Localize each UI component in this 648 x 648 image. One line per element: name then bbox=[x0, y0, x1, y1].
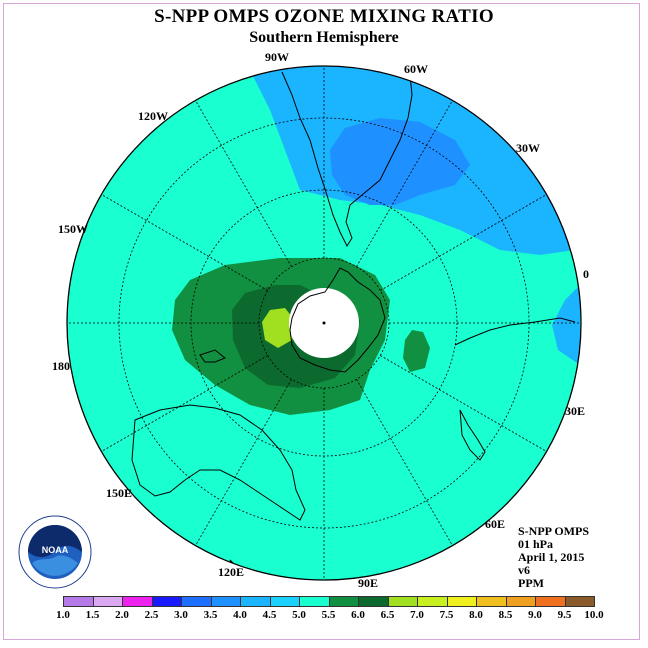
meridian-line bbox=[356, 100, 453, 267]
colorbar-tick-label: 7.5 bbox=[439, 609, 454, 621]
meridian-line bbox=[195, 100, 292, 267]
noaa-logo: NOAA bbox=[18, 515, 92, 589]
lon-label-90e: 90E bbox=[358, 576, 379, 590]
lon-label-180: 180 bbox=[52, 359, 70, 373]
meridian-line bbox=[101, 355, 268, 452]
colorbar-tick-label: 4.0 bbox=[233, 609, 247, 621]
colorbar-tick-label: 5.5 bbox=[321, 609, 336, 621]
colorbar-tick-labels: 1.0 1.5 2.0 2.5 3.0 3.5 4.0 4.5 5.0 5.5 6.0 6.5 7.0 7… bbox=[48, 609, 604, 623]
colorbar-segment bbox=[240, 596, 271, 607]
map-title: S-NPP OMPS OZONE MIXING RATIO bbox=[154, 6, 494, 27]
lon-label-30e: 30E bbox=[565, 404, 586, 418]
colorbar-tick-label: 6.5 bbox=[380, 609, 395, 621]
ozone-region-blue bbox=[330, 118, 470, 205]
info-instrument: S-NPP OMPS bbox=[518, 524, 589, 538]
longitude-gridlines bbox=[67, 66, 581, 580]
colorbar-tick-label: 10.0 bbox=[584, 609, 604, 621]
colorbar-tick-label: 3.0 bbox=[174, 609, 188, 621]
colorbar-tick-label: 9.5 bbox=[557, 609, 572, 621]
meridian-line bbox=[380, 355, 547, 452]
meridian-line bbox=[195, 379, 292, 546]
colorbar-segment bbox=[476, 596, 507, 607]
colorbar-segment bbox=[269, 596, 300, 607]
colorbar-tick-label: 1.0 bbox=[56, 609, 70, 621]
colorbar-tick-label: 7.0 bbox=[410, 609, 424, 621]
lon-label-90w: 90W bbox=[265, 50, 289, 64]
colorbar-segment bbox=[299, 596, 330, 607]
colorbar-tick-label: 1.5 bbox=[85, 609, 100, 621]
colorbar-tick-label: 8.0 bbox=[469, 609, 483, 621]
lon-label-0: 0 bbox=[583, 267, 589, 281]
colorbar-segment bbox=[358, 596, 389, 607]
colorbar-segment bbox=[417, 596, 448, 607]
svg-text:NOAA: NOAA bbox=[42, 545, 69, 555]
ozone-region-light-blue-east bbox=[552, 285, 580, 365]
meridian-line bbox=[356, 379, 453, 546]
colorbar-segment bbox=[92, 596, 123, 607]
colorbar-segment bbox=[564, 596, 595, 607]
lon-label-60w: 60W bbox=[404, 62, 428, 76]
colorbar-segment bbox=[387, 596, 418, 607]
colorbar-tick-label: 6.0 bbox=[351, 609, 365, 621]
colorbar-tick-label: 9.0 bbox=[528, 609, 542, 621]
colorbar-segment bbox=[328, 596, 359, 607]
colorbar-segment bbox=[181, 596, 212, 607]
colorbar-segment bbox=[122, 596, 153, 607]
map-boundary bbox=[66, 65, 582, 581]
lon-label-60e: 60E bbox=[485, 517, 506, 531]
ozone-region-green-east bbox=[403, 330, 430, 372]
meridian-line bbox=[380, 194, 547, 291]
colorbar bbox=[63, 596, 595, 607]
colorbar-segment bbox=[63, 596, 94, 607]
lon-label-30w: 30W bbox=[516, 141, 540, 155]
lon-label-120e: 120E bbox=[218, 565, 245, 579]
colorbar-tick-label: 5.0 bbox=[292, 609, 306, 621]
colorbar-segment bbox=[151, 596, 182, 607]
lon-label-150e: 150E bbox=[106, 486, 133, 500]
info-version: v6 bbox=[518, 563, 530, 577]
colorbar-tick-label: 3.5 bbox=[203, 609, 218, 621]
info-level: 01 hPa bbox=[518, 537, 554, 551]
map-subtitle: Southern Hemisphere bbox=[249, 29, 399, 46]
lon-label-120w: 120W bbox=[138, 109, 168, 123]
colorbar-segment bbox=[505, 596, 536, 607]
colorbar-tick-label: 2.0 bbox=[115, 609, 129, 621]
south-pole-marker bbox=[322, 321, 326, 325]
page-frame bbox=[3, 3, 640, 640]
product-info: S-NPP OMPS 01 hPa April 1, 2015 v6 PPM bbox=[518, 525, 589, 590]
colorbar-tick-label: 4.5 bbox=[262, 609, 277, 621]
info-date: April 1, 2015 bbox=[518, 550, 585, 564]
colorbar-tick-label: 2.5 bbox=[144, 609, 159, 621]
colorbar-segment bbox=[210, 596, 241, 607]
lon-label-150w: 150W bbox=[58, 222, 88, 236]
ozone-region-yellow-green bbox=[262, 308, 296, 348]
colorbar-segment bbox=[446, 596, 477, 607]
colorbar-tick-label: 8.5 bbox=[498, 609, 513, 621]
colorbar-segment bbox=[535, 596, 566, 607]
meridian-line bbox=[101, 194, 268, 291]
info-units: PPM bbox=[518, 576, 544, 590]
